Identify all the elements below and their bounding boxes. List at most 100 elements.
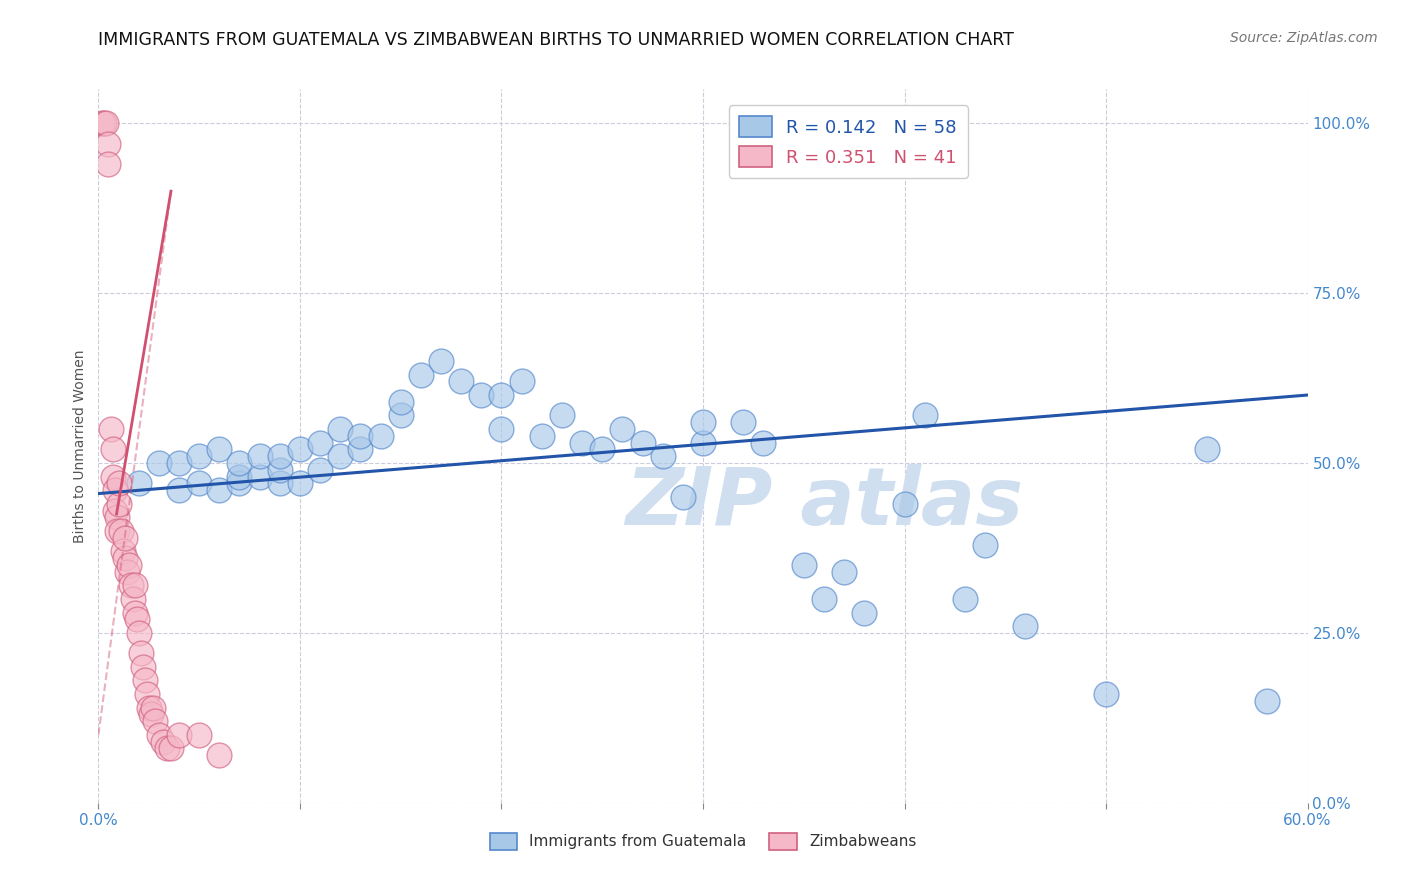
Point: [430, 354, 453, 368]
Point: [103, 503, 125, 517]
Point: [110, 524, 132, 538]
Point: [128, 626, 150, 640]
Point: [530, 429, 553, 443]
Point: [100, 422, 122, 436]
Point: [105, 524, 128, 538]
Point: [228, 469, 250, 483]
Point: [167, 483, 190, 498]
Point: [97, 157, 120, 171]
Point: [953, 591, 976, 606]
Point: [208, 748, 231, 763]
Point: [124, 578, 146, 592]
Point: [450, 375, 472, 389]
Point: [269, 476, 291, 491]
Point: [309, 435, 332, 450]
Point: [208, 442, 231, 457]
Point: [105, 510, 128, 524]
Point: [752, 435, 775, 450]
Point: [167, 728, 190, 742]
Point: [114, 531, 136, 545]
Point: [470, 388, 492, 402]
Point: [148, 728, 170, 742]
Point: [152, 734, 174, 748]
Point: [288, 476, 311, 491]
Point: [228, 456, 250, 470]
Text: ZIP atlas: ZIP atlas: [624, 464, 1024, 542]
Point: [249, 449, 271, 463]
Point: [349, 442, 371, 457]
Point: [101, 442, 124, 457]
Point: [143, 714, 166, 729]
Point: [974, 537, 997, 551]
Text: IMMIGRANTS FROM GUATEMALA VS ZIMBABWEAN BIRTHS TO UNMARRIED WOMEN CORRELATION CH: IMMIGRANTS FROM GUATEMALA VS ZIMBABWEAN …: [98, 31, 1014, 49]
Point: [125, 612, 148, 626]
Point: [101, 469, 124, 483]
Point: [733, 415, 755, 429]
Point: [111, 544, 134, 558]
Point: [349, 429, 371, 443]
Point: [692, 415, 714, 429]
Point: [142, 700, 165, 714]
Point: [551, 409, 574, 423]
Point: [510, 375, 533, 389]
Point: [93, 116, 115, 130]
Point: [129, 646, 152, 660]
Y-axis label: Births to Unmarried Women: Births to Unmarried Women: [73, 350, 87, 542]
Point: [97, 136, 120, 151]
Point: [893, 497, 915, 511]
Point: [121, 591, 143, 606]
Point: [128, 476, 150, 491]
Point: [118, 558, 141, 572]
Point: [188, 476, 211, 491]
Point: [208, 483, 231, 498]
Point: [631, 435, 654, 450]
Point: [188, 728, 211, 742]
Point: [389, 394, 412, 409]
Point: [91, 116, 114, 130]
Point: [115, 565, 138, 579]
Point: [114, 551, 136, 566]
Legend: Immigrants from Guatemala, Zimbabweans: Immigrants from Guatemala, Zimbabweans: [481, 823, 925, 859]
Point: [832, 565, 855, 579]
Point: [160, 741, 183, 756]
Point: [491, 388, 513, 402]
Point: [793, 558, 815, 572]
Point: [692, 435, 714, 450]
Point: [120, 578, 142, 592]
Point: [571, 435, 593, 450]
Point: [914, 409, 936, 423]
Point: [1195, 442, 1218, 457]
Point: [269, 449, 291, 463]
Point: [135, 687, 157, 701]
Point: [1095, 687, 1118, 701]
Point: [409, 368, 432, 382]
Point: [124, 606, 146, 620]
Point: [853, 606, 876, 620]
Point: [228, 476, 250, 491]
Point: [188, 449, 211, 463]
Point: [329, 449, 352, 463]
Point: [491, 422, 513, 436]
Point: [148, 456, 170, 470]
Point: [269, 463, 291, 477]
Point: [651, 449, 673, 463]
Point: [288, 442, 311, 457]
Point: [139, 707, 162, 722]
Point: [107, 476, 129, 491]
Point: [813, 591, 835, 606]
Point: [370, 429, 392, 443]
Point: [612, 422, 634, 436]
Point: [103, 483, 125, 498]
Point: [1256, 694, 1278, 708]
Point: [138, 700, 160, 714]
Text: Source: ZipAtlas.com: Source: ZipAtlas.com: [1230, 31, 1378, 45]
Point: [134, 673, 156, 688]
Point: [96, 116, 118, 130]
Point: [672, 490, 695, 504]
Point: [329, 422, 352, 436]
Point: [591, 442, 613, 457]
Point: [389, 409, 412, 423]
Point: [309, 463, 332, 477]
Point: [156, 741, 179, 756]
Point: [1014, 619, 1036, 633]
